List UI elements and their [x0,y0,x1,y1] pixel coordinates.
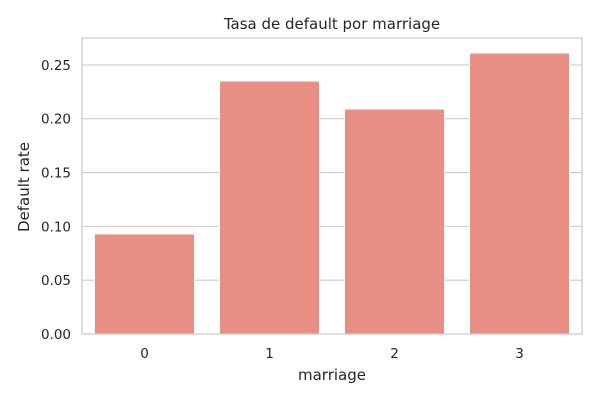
x-tick-label: 3 [515,346,524,362]
bar-3 [469,52,570,335]
y-axis-label: Default rate [15,142,33,232]
y-tick-label: 0.15 [41,166,71,182]
x-tick-label: 2 [390,346,399,362]
y-tick-label: 0.05 [41,273,71,289]
x-tick-labels: 0 1 2 3 [140,346,524,362]
x-tick-label: 1 [265,346,274,362]
bars [94,52,570,335]
bar-2 [344,108,445,335]
plot-frame [81,37,583,335]
bar-0 [94,233,195,335]
x-axis-label: marriage [298,366,366,384]
y-tick-label: 0.20 [41,112,71,128]
chart-title: Tasa de default por marriage [223,15,440,33]
y-tick-label: 0.10 [41,219,71,235]
bar-1 [219,80,320,335]
y-tick-labels: 0.00 0.05 0.10 0.15 0.20 0.25 [41,58,71,343]
y-tick-label: 0.25 [41,58,71,74]
x-tick-label: 0 [140,346,149,362]
y-tick-label: 0.00 [41,327,71,343]
